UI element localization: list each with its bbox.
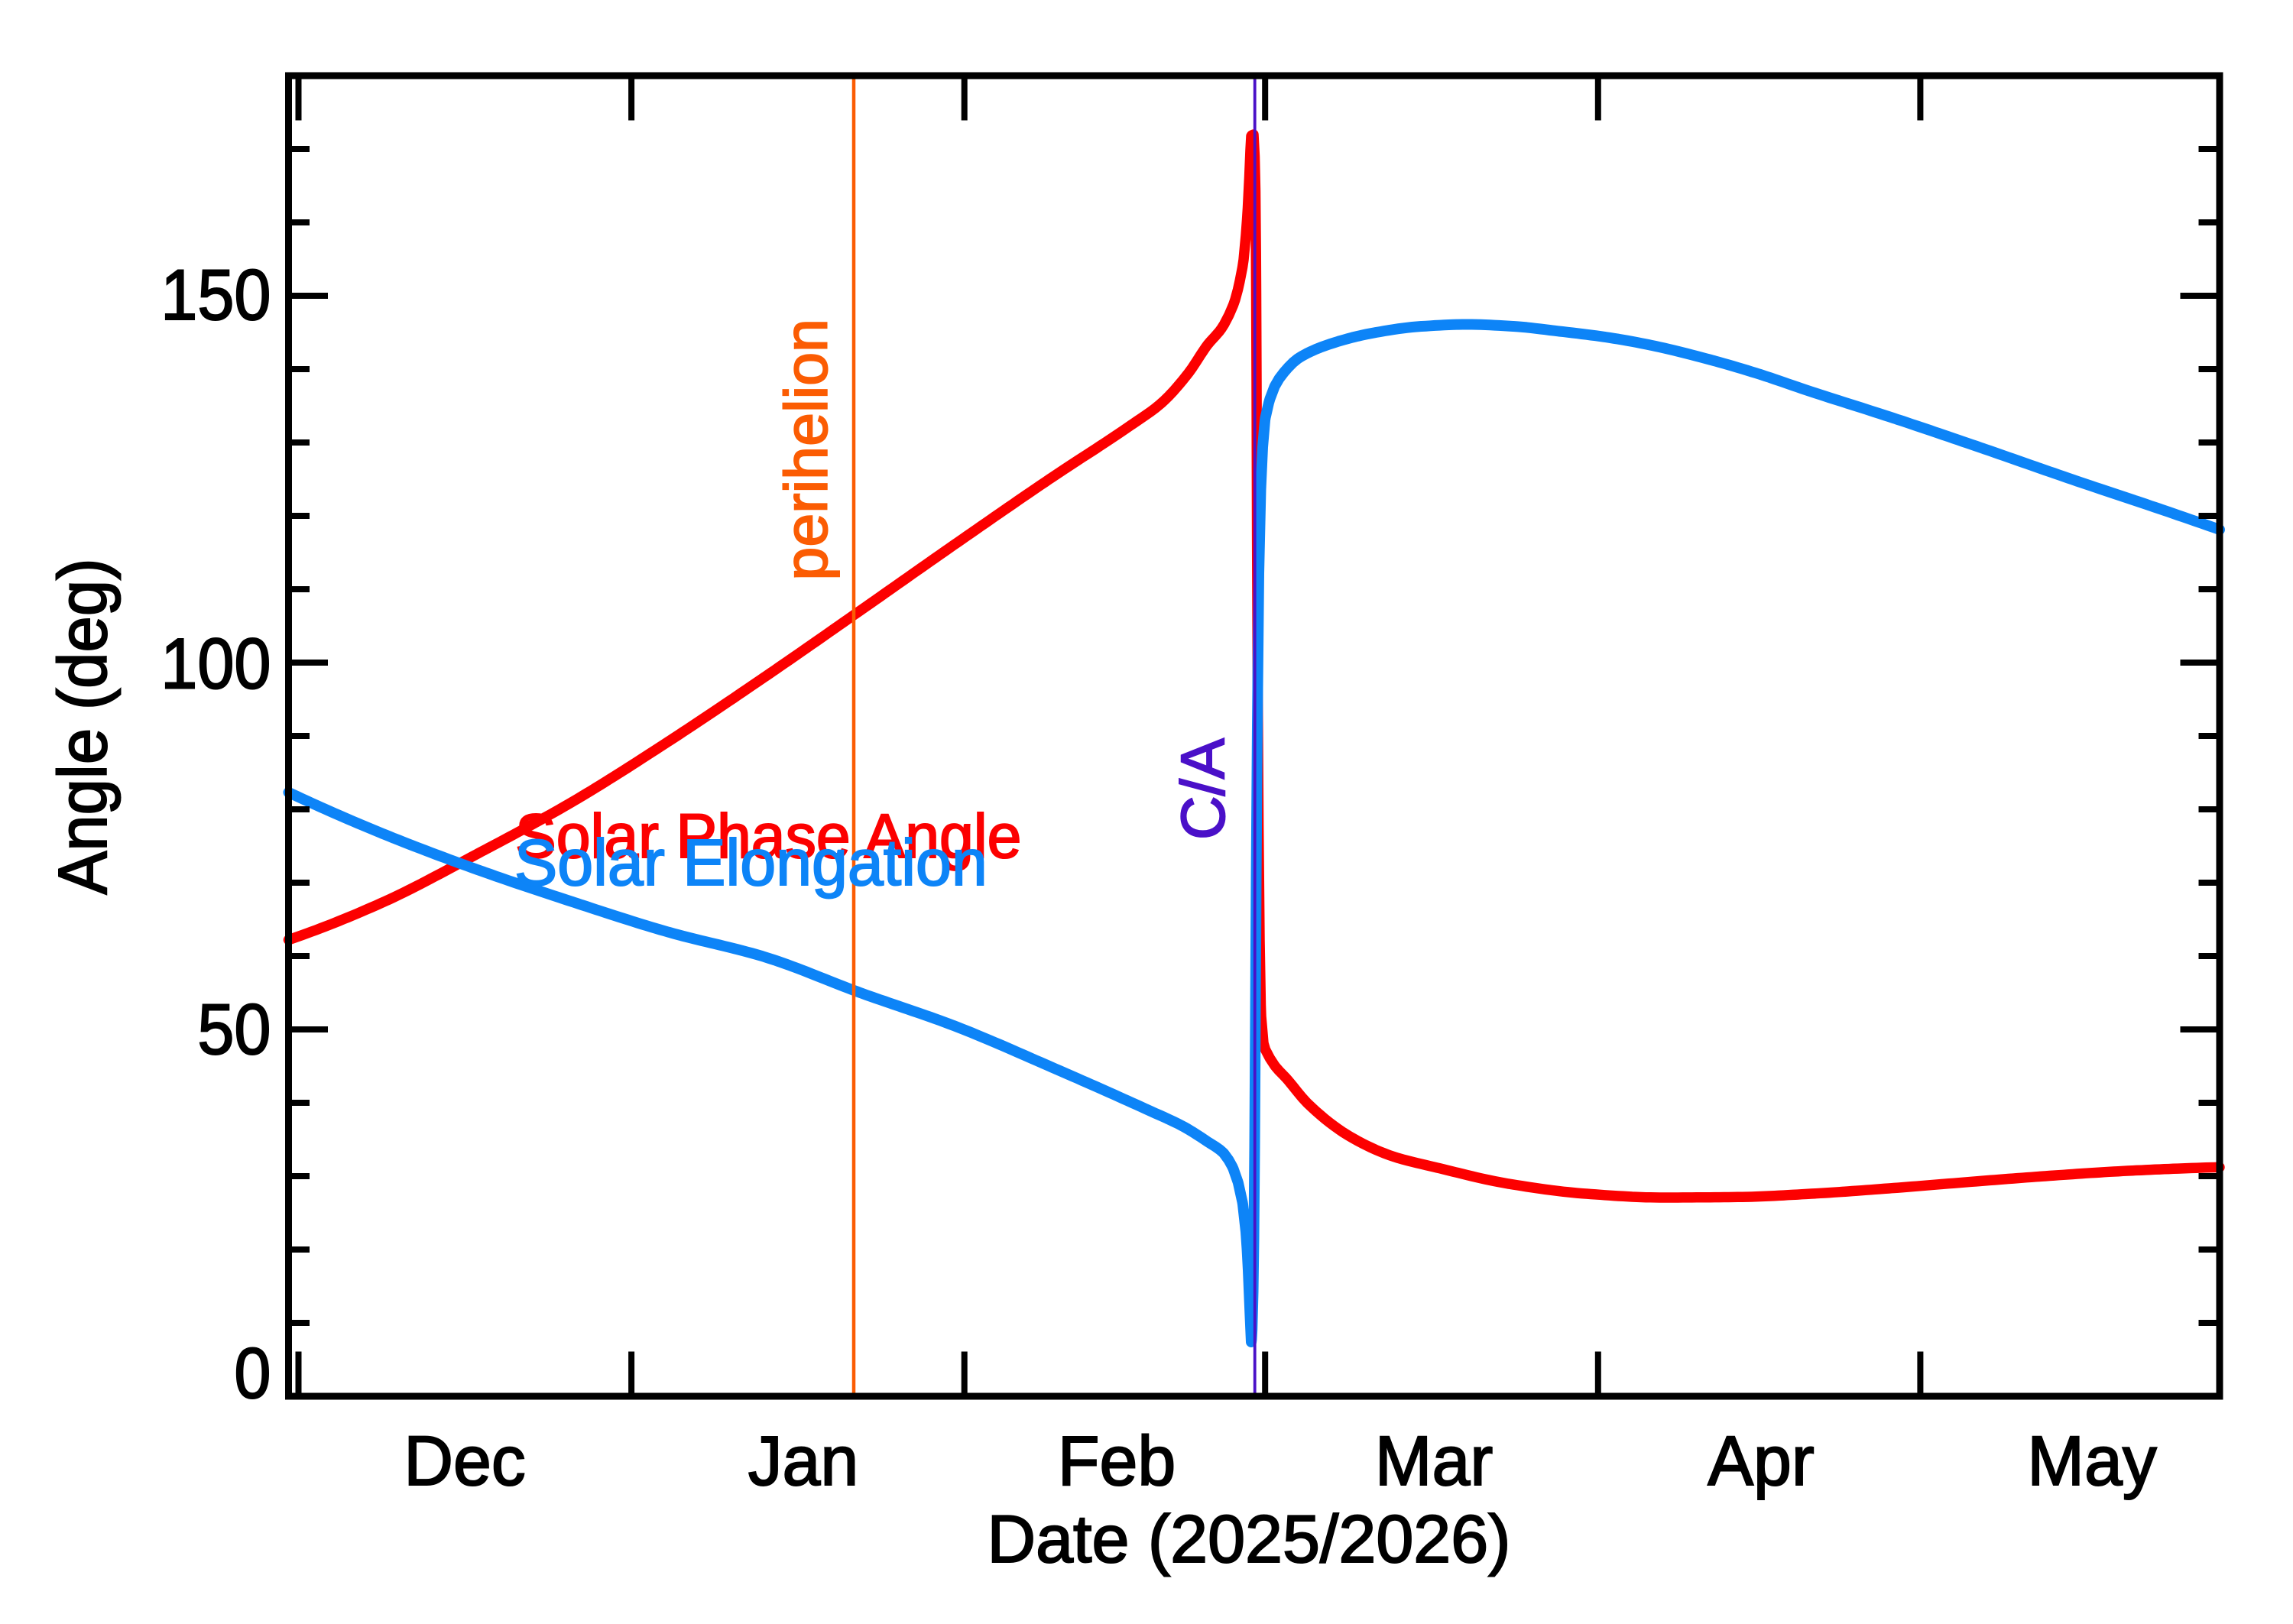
svg-text:Solar Elongation: Solar Elongation [514,826,988,899]
svg-text:150: 150 [161,255,271,335]
svg-text:May: May [2027,1422,2157,1500]
svg-text:Angle (deg): Angle (deg) [44,558,122,894]
svg-text:C/A: C/A [1169,738,1238,840]
svg-text:perihelion: perihelion [772,319,840,581]
svg-text:Dec: Dec [404,1422,526,1500]
svg-text:Date (2025/2026): Date (2025/2026) [988,1501,1511,1577]
svg-text:Mar: Mar [1375,1422,1493,1500]
svg-text:50: 50 [197,990,271,1070]
svg-text:Jan: Jan [748,1422,859,1500]
svg-text:Solar Phase Angle: Solar Phase Angle [515,802,1021,872]
svg-text:Feb: Feb [1058,1422,1176,1500]
svg-text:100: 100 [161,624,271,704]
svg-text:Apr: Apr [1708,1422,1815,1500]
svg-text:0: 0 [234,1334,271,1414]
